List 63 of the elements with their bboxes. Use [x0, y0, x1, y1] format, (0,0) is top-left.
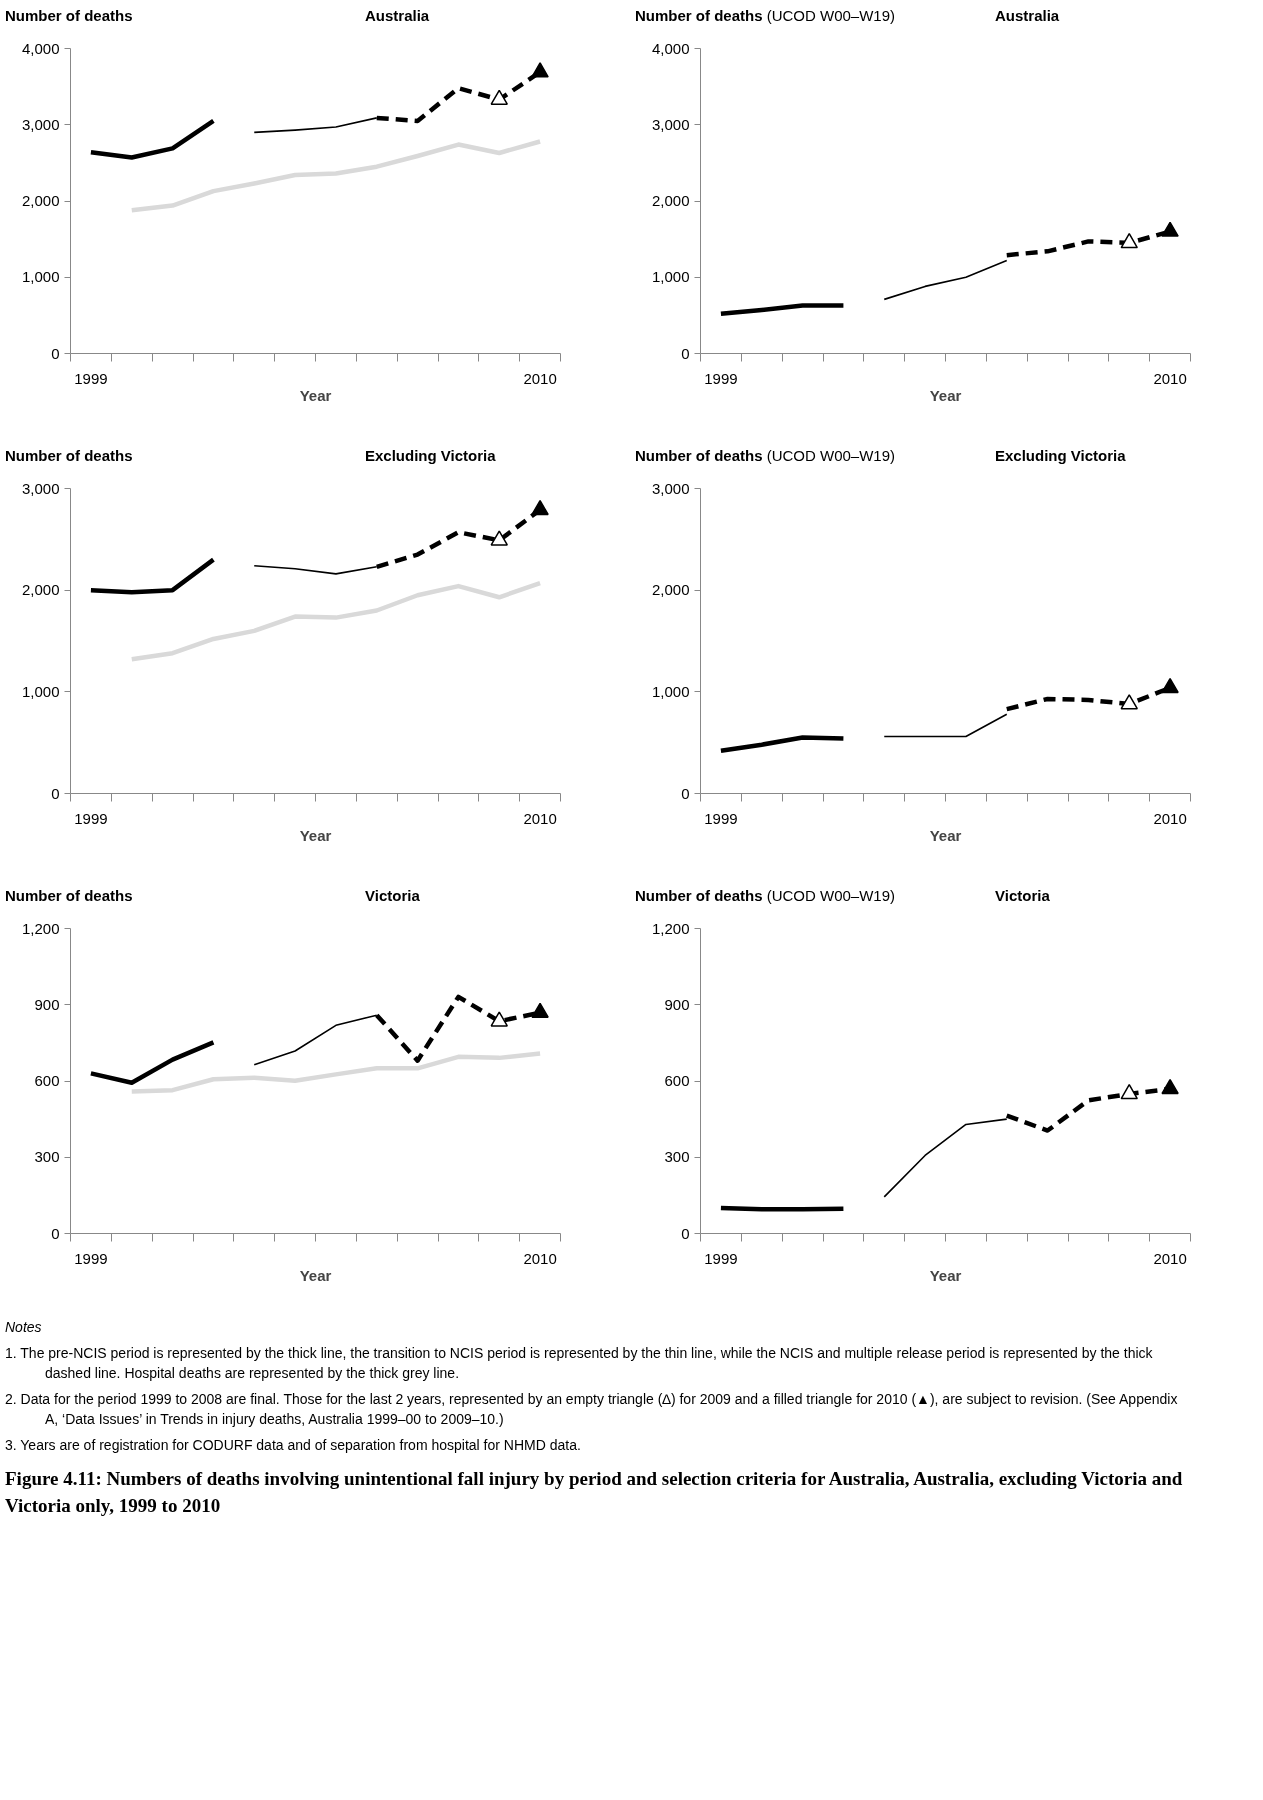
y-tick-label: 1,200: [651, 919, 690, 937]
x-axis-title: Year: [929, 1266, 962, 1284]
y-tick-label: 1,000: [651, 682, 690, 700]
y-tick-label: 4,000: [21, 39, 60, 57]
y-tick-label: 300: [664, 1148, 690, 1166]
y-tick-label: 3,000: [21, 115, 60, 133]
y-tick-label: 0: [51, 784, 60, 802]
x-tick-label: 1999: [74, 369, 108, 387]
y-tick-label: 2,000: [21, 581, 60, 599]
text: 2. Data for the period 1999 to 2008 are final. Those for the last 2 years, represented by an empty triangle (∆) for 2009 and a filled triangle for 2010 (▲), are subject to revision. (See Appendix A, ‘Data Issues’ in Trends in injury deaths, Australia 1999–00 to 2009–10.): [5, 1390, 1179, 1429]
y-tick-label: 0: [51, 344, 60, 362]
y-tick-label: 0: [681, 784, 690, 802]
chart-title: Excluding Victoria: [365, 447, 496, 464]
x-tick-label: 2010: [523, 1249, 557, 1267]
x-tick-label: 2010: [1153, 369, 1187, 387]
chart-title: Victoria: [365, 887, 420, 904]
x-tick-label: 1999: [704, 369, 738, 387]
x-tick-label: 2010: [1153, 809, 1187, 827]
x-axis-title: Year: [299, 1266, 332, 1284]
x-tick-label: 2010: [1153, 1249, 1187, 1267]
y-axis-title: Number of deaths (UCOD W00–W19): [635, 886, 896, 906]
chart-title: Excluding Victoria: [995, 447, 1126, 464]
y-tick-label: 3,000: [651, 115, 690, 133]
x-tick-label: 1999: [74, 809, 108, 827]
x-tick-label: 1999: [74, 1249, 108, 1267]
x-axis-title: Year: [299, 826, 332, 844]
x-axis-title: Year: [929, 826, 962, 844]
x-axis-title: Year: [299, 386, 332, 404]
chart-title: Victoria: [995, 887, 1050, 904]
y-tick-label: 1,000: [21, 268, 60, 286]
y-axis-title: Number of deaths: [5, 887, 133, 904]
x-tick-label: 1999: [704, 809, 738, 827]
y-tick-label: 0: [51, 1224, 60, 1242]
y-tick-label: 300: [34, 1148, 60, 1166]
y-tick-label: 600: [664, 1072, 690, 1089]
y-tick-label: 4,000: [651, 39, 690, 57]
y-tick-label: 2,000: [651, 581, 690, 599]
y-axis-title: Number of deaths: [5, 447, 133, 464]
chart-title: Australia: [365, 7, 430, 24]
text: 3. Years are of registration for CODURF data and of separation from hospital for NHMD data.: [5, 1436, 582, 1455]
y-axis-title: Number of deaths: [5, 7, 133, 24]
y-tick-label: 600: [34, 1072, 60, 1089]
caption: Figure 4.11: Numbers of deaths involving unintentional fall injury by period and selection criteria for Australia, Australia, excluding Victoria and Victoria only, 1999 to 2010: [5, 1467, 1184, 1519]
text: Notes: [5, 1318, 43, 1337]
y-tick-label: 2,000: [651, 192, 690, 209]
y-tick-label: 0: [681, 344, 690, 362]
text: 1. The pre-NCIS period is represented by the thick line, the transition to NCIS period is represented by the thin line, while the NCIS and multiple release period is represented by the thick dashed line. Hospital deaths are represented by the thick grey line.: [5, 1344, 1154, 1383]
x-tick-label: 1999: [704, 1249, 738, 1267]
y-tick-label: 1,000: [21, 682, 60, 700]
x-tick-label: 2010: [523, 369, 557, 387]
chart-title: Australia: [995, 7, 1060, 24]
y-tick-label: 1,000: [651, 268, 690, 286]
y-tick-label: 2,000: [21, 192, 60, 209]
y-tick-label: 3,000: [21, 479, 60, 497]
y-tick-label: 900: [664, 995, 690, 1013]
x-axis-title: Year: [929, 386, 962, 404]
y-tick-label: 900: [34, 995, 60, 1013]
x-tick-label: 2010: [523, 809, 557, 827]
y-axis-title: Number of deaths (UCOD W00–W19): [635, 446, 896, 466]
y-axis-title: Number of deaths (UCOD W00–W19): [635, 6, 896, 26]
y-tick-label: 0: [681, 1224, 690, 1242]
y-tick-label: 1,200: [21, 919, 60, 937]
y-tick-label: 3,000: [651, 479, 690, 497]
